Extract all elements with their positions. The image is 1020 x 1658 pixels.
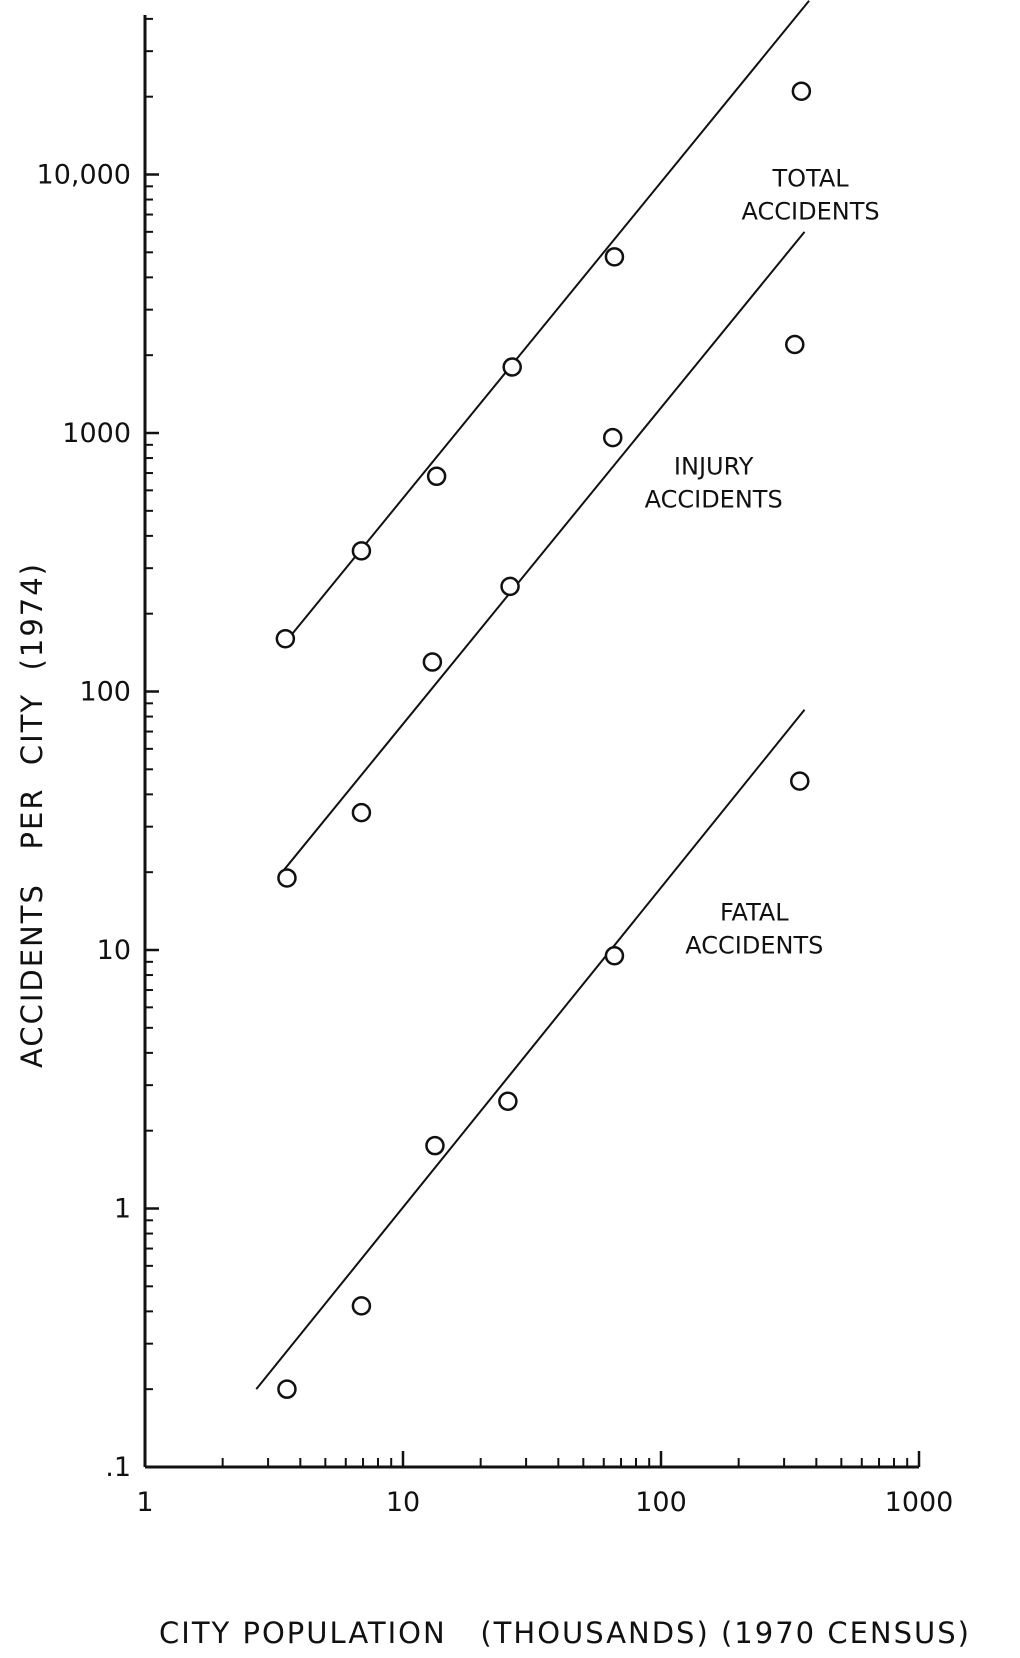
data-point — [351, 1296, 372, 1316]
y-tick-label: 1 — [114, 1194, 131, 1225]
y-tick-label: .1 — [105, 1452, 131, 1483]
data-point — [790, 771, 810, 791]
y-axis-title: ACCIDENTS PER CITY (1974) — [15, 562, 49, 1068]
data-point — [502, 357, 522, 377]
series-label: FATAL — [720, 899, 789, 927]
data-point — [500, 576, 520, 597]
x-axis-title: CITY POPULATION (THOUSANDS) (1970 CENSUS… — [159, 1616, 971, 1650]
x-tick-label: 1 — [136, 1487, 153, 1518]
x-tick-label: 10 — [386, 1487, 420, 1518]
y-tick-label: 100 — [79, 677, 131, 708]
fit-line — [281, 231, 806, 873]
data-point — [425, 1135, 445, 1156]
data-point — [604, 247, 625, 267]
fit-lines — [255, 0, 810, 1390]
data-point — [277, 868, 297, 888]
data-point — [791, 81, 812, 101]
x-tick-label: 100 — [635, 1487, 687, 1518]
series-label: ACCIDENTS — [645, 486, 783, 514]
series-labels: TOTAL ACCIDENTS INJURY ACCIDENTS FATAL ACCIDE… — [645, 164, 880, 959]
series-label: ACCIDENTS — [742, 197, 880, 225]
y-tick-label: 10,000 — [37, 160, 131, 191]
y-tick-label: 10 — [97, 935, 131, 966]
data-point — [426, 466, 447, 487]
data-point — [422, 652, 443, 672]
data-point — [351, 802, 372, 823]
fit-line — [284, 0, 810, 643]
data-point — [277, 1379, 297, 1399]
series-label: TOTAL — [772, 164, 850, 192]
data-point — [785, 334, 805, 355]
series-label: ACCIDENTS — [685, 932, 823, 960]
x-tick-label: 1000 — [885, 1487, 954, 1518]
data-point — [275, 628, 296, 649]
series-label: INJURY — [674, 453, 754, 481]
y-tick-label: 1000 — [62, 418, 131, 449]
data-point — [498, 1091, 518, 1111]
fit-line — [255, 709, 806, 1390]
data-point — [602, 427, 623, 448]
data-point — [351, 541, 372, 561]
data-point — [604, 946, 625, 966]
data-markers — [275, 81, 812, 1399]
